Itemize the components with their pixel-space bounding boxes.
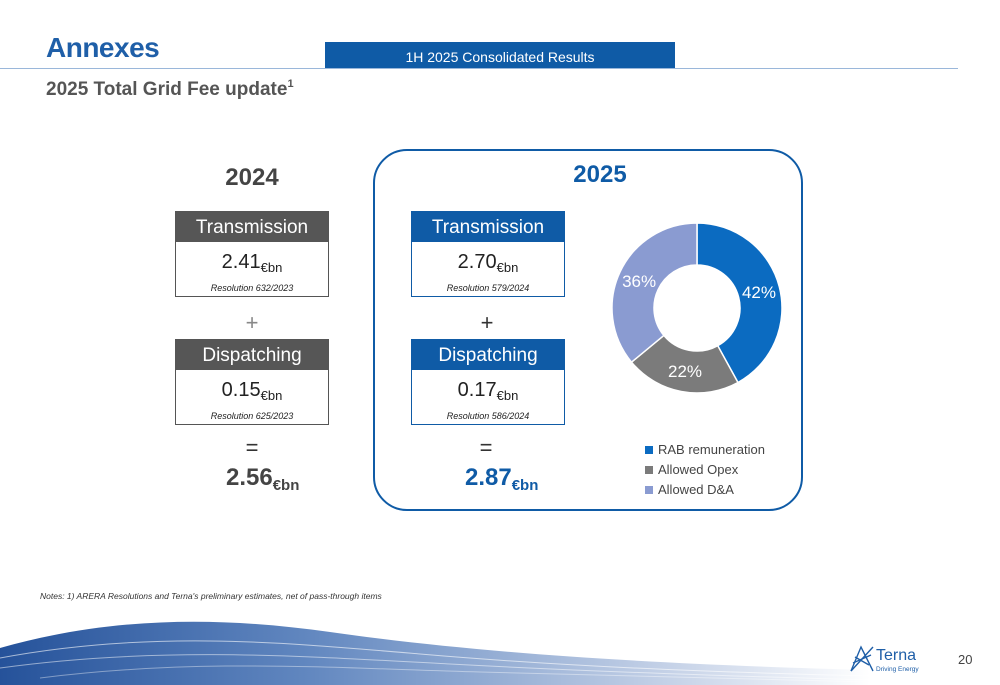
donut-label-da: 36% bbox=[622, 272, 656, 291]
dispatching-2025-unit: €bn bbox=[496, 388, 519, 403]
dispatching-2025-box: Dispatching 0.17€bn Resolution 586/2024 bbox=[411, 339, 565, 425]
year-2025-heading: 2025 bbox=[573, 161, 627, 188]
total-2024: 2.56€bn bbox=[226, 464, 299, 494]
dispatching-2024-box: Dispatching 0.15€bn Resolution 625/2023 bbox=[175, 339, 329, 425]
dispatching-2025-value: 0.17€bn bbox=[412, 379, 564, 403]
dispatching-2024-resolution: Resolution 625/2023 bbox=[210, 411, 294, 421]
slide-subtitle: 2025 Total Grid Fee update1 bbox=[46, 78, 294, 101]
donut-slice-rab bbox=[696, 222, 783, 384]
donut-slice-opex bbox=[630, 334, 739, 394]
page-number: 20 bbox=[958, 652, 973, 667]
transmission-2025-resolution: Resolution 579/2024 bbox=[446, 283, 530, 293]
donut-label-rab: 42% bbox=[742, 283, 776, 302]
donut-chart: 42% 22% 36% bbox=[611, 222, 783, 394]
year-2025-frame bbox=[373, 149, 803, 511]
subtitle-text: 2025 Total Grid Fee update bbox=[46, 79, 288, 100]
svg-text:Driving Energy: Driving Energy bbox=[876, 666, 919, 673]
transmission-2025-box: Transmission 2.70€bn Resolution 579/2024 bbox=[411, 211, 565, 297]
transmission-2024-box: Transmission 2.41€bn Resolution 632/2023 bbox=[175, 211, 329, 297]
total-2024-amount: 2.56 bbox=[226, 464, 273, 491]
terna-logo: Terna Driving Energy bbox=[849, 643, 939, 680]
chart-legend: RAB remuneration Allowed Opex Allowed D&… bbox=[645, 440, 765, 500]
dispatching-2024-value: 0.15€bn bbox=[176, 379, 328, 403]
transmission-2024-value: 2.41€bn bbox=[176, 251, 328, 275]
transmission-2024-label: Transmission bbox=[176, 212, 328, 242]
transmission-2025-label: Transmission bbox=[412, 212, 564, 242]
legend-item-da: Allowed D&A bbox=[645, 480, 765, 500]
transmission-2025-value: 2.70€bn bbox=[412, 251, 564, 275]
dispatching-2025-label: Dispatching bbox=[412, 340, 564, 370]
plus-2024: + bbox=[245, 310, 259, 335]
dispatching-2024-label: Dispatching bbox=[176, 340, 328, 370]
footnote-text: Notes: 1) ARERA Resolutions and Terna's … bbox=[40, 591, 382, 601]
legend-label-da: Allowed D&A bbox=[658, 482, 734, 497]
terna-logo-mark: Terna Driving Energy bbox=[850, 645, 919, 673]
transmission-2024-amount: 2.41 bbox=[221, 251, 261, 273]
transmission-2025-unit: €bn bbox=[496, 260, 519, 275]
total-2025-unit: €bn bbox=[511, 477, 539, 494]
section-banner: 1H 2025 Consolidated Results bbox=[325, 42, 675, 68]
transmission-2024-resolution: Resolution 632/2023 bbox=[210, 283, 294, 293]
svg-text:Terna: Terna bbox=[876, 647, 916, 664]
donut-label-opex: 22% bbox=[668, 362, 702, 381]
plus-2025: + bbox=[480, 310, 494, 335]
donut-slice-da bbox=[611, 222, 698, 364]
equals-2024: = bbox=[245, 435, 259, 460]
legend-swatch-opex bbox=[645, 466, 653, 474]
legend-swatch-rab bbox=[645, 446, 653, 454]
dispatching-2025-resolution: Resolution 586/2024 bbox=[446, 411, 530, 421]
total-2024-unit: €bn bbox=[272, 477, 300, 494]
dispatching-2025-amount: 0.17 bbox=[457, 379, 497, 401]
total-2025-amount: 2.87 bbox=[465, 464, 512, 491]
total-2025: 2.87€bn bbox=[465, 464, 538, 494]
legend-label-rab: RAB remuneration bbox=[658, 442, 765, 457]
legend-label-opex: Allowed Opex bbox=[658, 462, 739, 477]
transmission-2024-unit: €bn bbox=[260, 260, 283, 275]
year-2024-heading: 2024 bbox=[225, 164, 279, 191]
transmission-2025-amount: 2.70 bbox=[457, 251, 497, 273]
equals-2025: = bbox=[479, 435, 493, 460]
page-title: Annexes bbox=[46, 32, 160, 63]
dispatching-2024-amount: 0.15 bbox=[221, 379, 261, 401]
legend-item-rab: RAB remuneration bbox=[645, 440, 765, 460]
header-divider bbox=[0, 68, 958, 69]
decorative-wave bbox=[0, 621, 870, 685]
dispatching-2024-unit: €bn bbox=[260, 388, 283, 403]
legend-swatch-da bbox=[645, 486, 653, 494]
legend-item-opex: Allowed Opex bbox=[645, 460, 765, 480]
footnote-marker: 1 bbox=[287, 78, 294, 90]
